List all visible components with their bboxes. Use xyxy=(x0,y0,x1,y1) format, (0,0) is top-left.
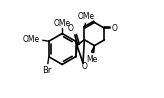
Text: O: O xyxy=(111,24,117,33)
Text: Br: Br xyxy=(42,66,51,75)
Text: OMe: OMe xyxy=(23,35,40,44)
Polygon shape xyxy=(91,46,94,53)
Text: OMe: OMe xyxy=(78,12,95,21)
Text: O: O xyxy=(82,62,88,71)
Text: O: O xyxy=(68,24,74,33)
Text: Me: Me xyxy=(86,55,97,64)
Text: OMe: OMe xyxy=(54,19,71,28)
